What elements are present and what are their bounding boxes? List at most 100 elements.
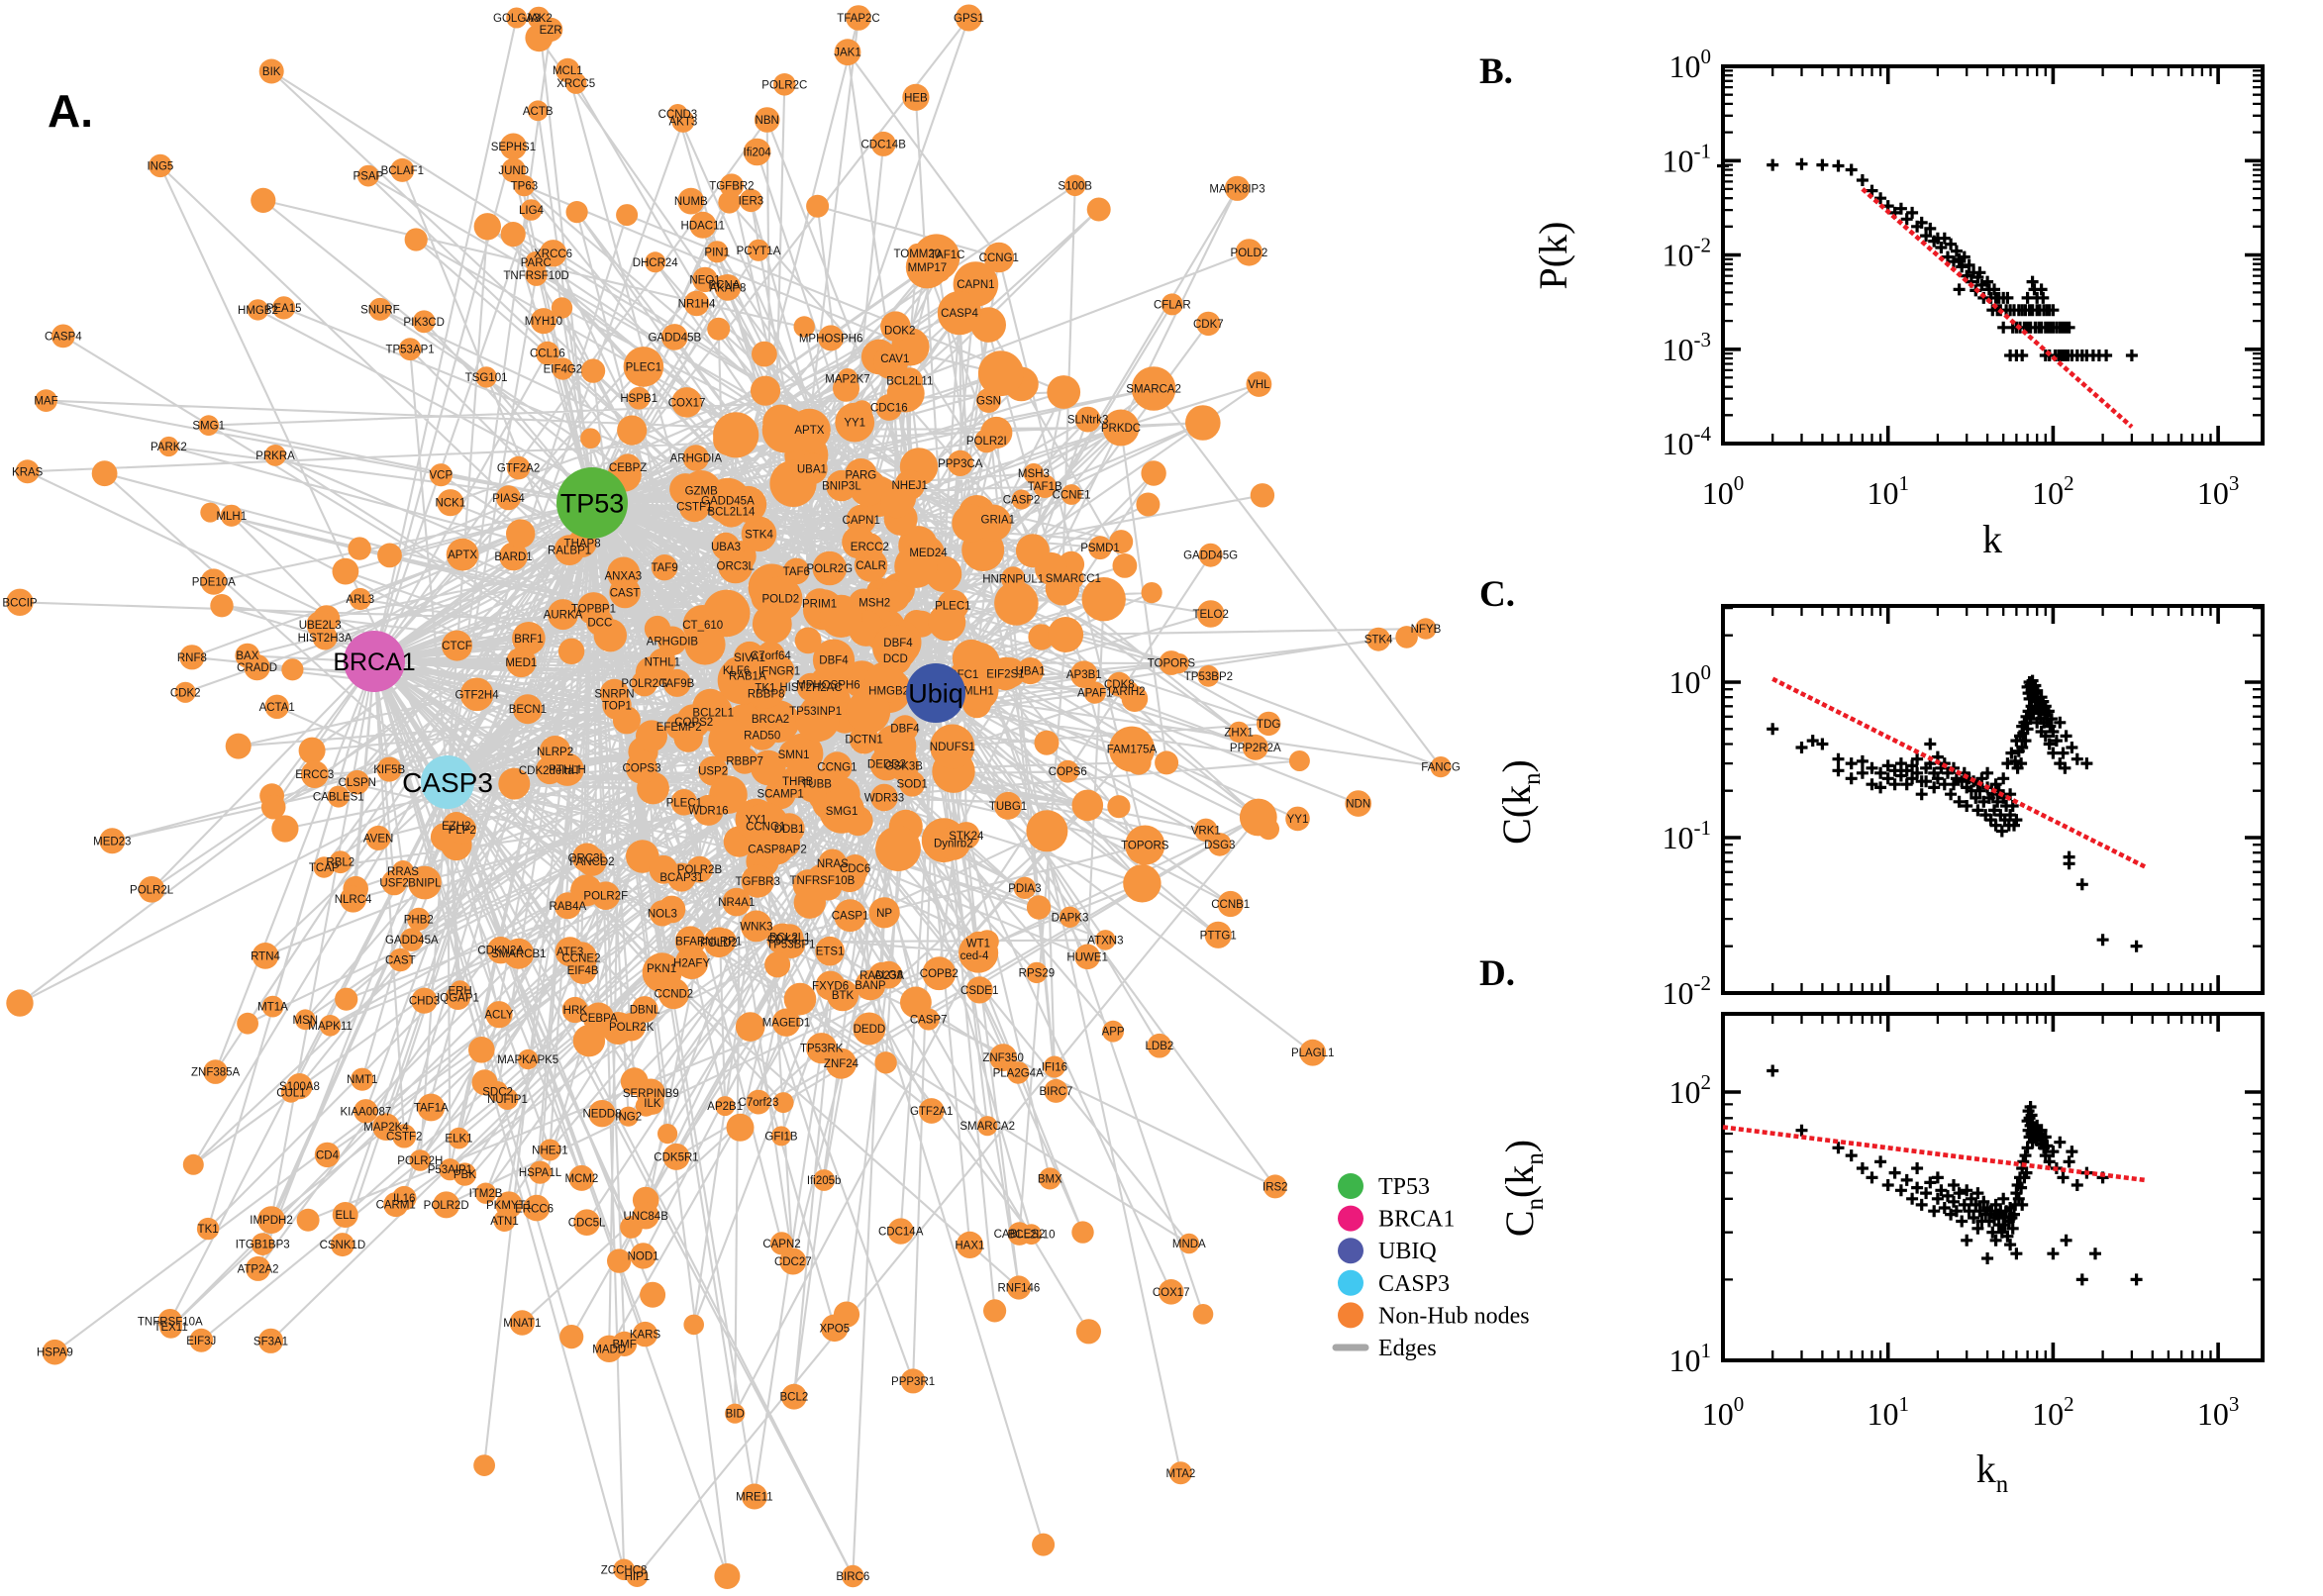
network-node-label: SMN1	[778, 749, 810, 761]
network-node-label: COPS2	[674, 717, 713, 729]
hub-label-tp53: TP53	[560, 488, 625, 518]
network-node-label: CDC14B	[861, 139, 907, 150]
network-node-label: PHB2	[404, 914, 434, 926]
network-node	[683, 1314, 704, 1336]
network-node-label: XRCC5	[556, 78, 595, 90]
network-node-label: CUL1	[276, 1088, 305, 1100]
y-tick-label: 10-2	[1663, 971, 1712, 1011]
network-node-label: ILK	[644, 1098, 661, 1110]
network-node	[980, 416, 1013, 449]
network-node	[372, 1113, 400, 1141]
network-node-label: RBBP8	[748, 689, 785, 701]
network-node-label: BFAR	[675, 937, 705, 948]
network-node	[1185, 405, 1221, 441]
network-node	[1071, 789, 1104, 822]
network-node	[433, 1191, 460, 1219]
network-node-label: BCLAF1	[381, 165, 424, 177]
network-node-label: Ifi205b	[807, 1175, 842, 1187]
network-node-label: PLEC1	[626, 361, 661, 373]
network-node	[189, 1328, 214, 1352]
network-node	[272, 296, 296, 320]
network-node-label: ATP2A2	[238, 1263, 279, 1275]
network-node-label: S100B	[1058, 180, 1092, 192]
network-node	[573, 1209, 600, 1236]
network-node-label: SOD1	[897, 779, 928, 791]
network-node-label: TCAP	[309, 862, 340, 874]
network-node-label: CRADD	[237, 662, 277, 674]
network-node-label: APTX	[794, 425, 824, 437]
network-node-label: CEBPZ	[609, 462, 647, 474]
network-node	[1168, 1461, 1192, 1485]
network-node-label: IER3	[739, 196, 764, 208]
network-node	[645, 251, 666, 273]
network-node	[1217, 890, 1244, 918]
network-node	[506, 519, 536, 549]
network-node	[1246, 371, 1272, 397]
network-node	[1121, 685, 1149, 712]
network-node	[1034, 730, 1060, 755]
network-node-label: NCK1	[436, 498, 466, 510]
network-node-label: ERCC3	[295, 769, 334, 781]
network-node	[35, 389, 57, 412]
network-node	[741, 1483, 767, 1510]
network-node	[412, 310, 436, 334]
network-node-label: CCNG1	[979, 252, 1019, 264]
network-node-label: ITM2B	[469, 1188, 503, 1200]
network-node-label: BMF	[612, 1339, 636, 1350]
network-node	[1109, 530, 1134, 554]
network-node-label: RTN4	[251, 950, 280, 962]
x-tick-label: 103	[2197, 471, 2240, 511]
network-node-label: NHEJ1	[532, 1146, 567, 1157]
network-node	[593, 619, 627, 652]
network-node	[631, 996, 658, 1023]
network-node-label: CASP8AP2	[748, 844, 806, 855]
network-node	[751, 749, 786, 786]
plot-frame	[1721, 604, 2265, 995]
network-node	[50, 324, 75, 349]
plots-layer: 100 101 102 10310010-110-210-310-4kP(k)1001…	[1494, 45, 2265, 1498]
network-node	[445, 984, 471, 1010]
network-node-label: HIST2H2AC	[779, 682, 842, 694]
network-node-label: IQGAP1	[437, 992, 479, 1004]
x-tick-label: 102	[2032, 471, 2074, 511]
network-node	[1235, 239, 1263, 266]
network-node	[473, 213, 501, 241]
network-node-label: SMARCB1	[491, 948, 547, 960]
network-node	[741, 864, 774, 898]
network-node-label: TAF6	[783, 566, 810, 578]
network-node-label: PPP2R2A	[1230, 743, 1281, 754]
network-node-label: SLNtrk3	[1067, 415, 1109, 427]
network-node-label: MSH2	[858, 598, 890, 610]
network-node	[1250, 483, 1275, 508]
network-node-label: NEDD8	[583, 1109, 622, 1121]
network-node	[1039, 1167, 1061, 1190]
network-node-label: BANP	[855, 980, 886, 992]
network-node-label: MNAT1	[503, 1318, 541, 1330]
network-node-label: CASP2	[1003, 495, 1041, 507]
network-node	[459, 677, 494, 712]
network-node	[1074, 406, 1101, 433]
network-node-label: KRAS	[12, 466, 44, 478]
network-node	[1158, 1279, 1184, 1305]
network-node-label: MED24	[909, 548, 948, 559]
network-node-label: ORC3L	[717, 561, 756, 573]
network-node	[332, 1202, 358, 1228]
network-node-label: PRKRA	[255, 450, 295, 462]
network-node	[994, 791, 1022, 820]
network-node-label: APP	[1102, 1027, 1125, 1039]
network-node	[834, 39, 861, 66]
network-node-label: TNFRSF10A	[138, 1316, 203, 1328]
network-node	[773, 73, 796, 96]
network-node	[577, 847, 607, 876]
network-node-label: BCCIP	[2, 597, 37, 609]
network-node	[512, 694, 543, 725]
network-node	[509, 1310, 535, 1336]
network-node-label: TP53AP1	[385, 345, 434, 356]
network-node	[568, 1164, 595, 1191]
network-node	[1006, 1275, 1031, 1300]
network-node	[947, 449, 973, 476]
network-node	[475, 366, 497, 388]
network-node	[473, 1454, 495, 1476]
